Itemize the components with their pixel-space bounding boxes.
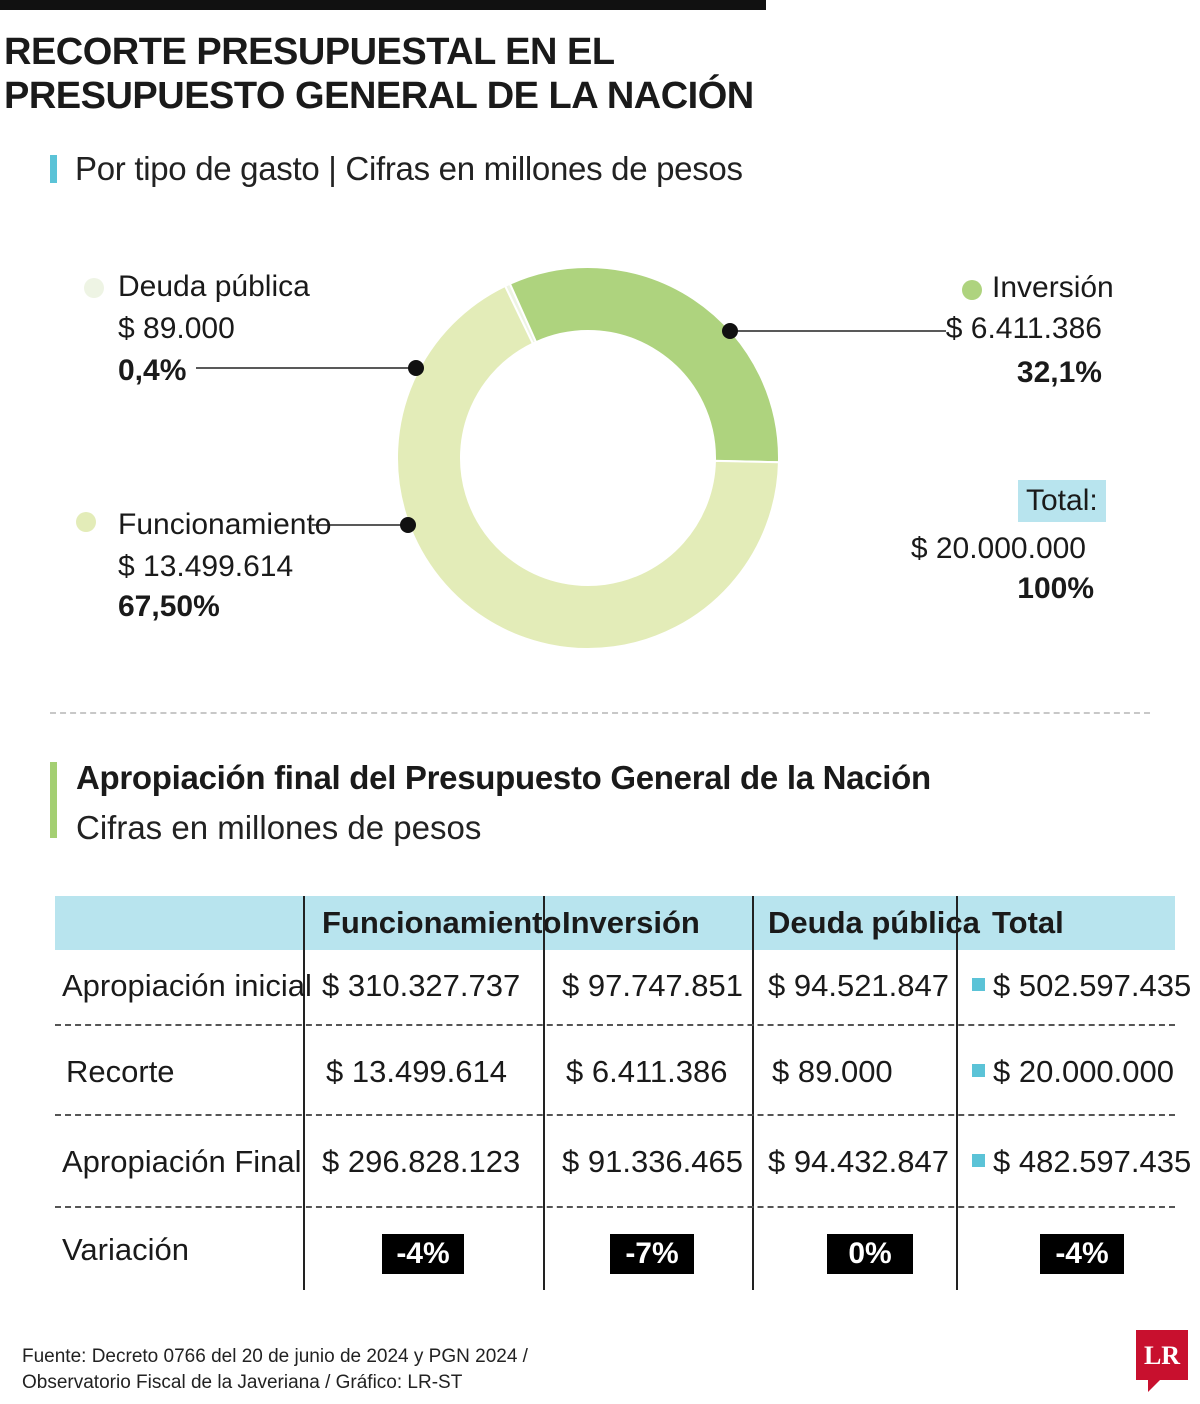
chart-title: RECORTE PRESUPUESTAL EN EL PRESUPUESTO G… [4,30,904,118]
donut-slice-inversi-n [508,266,780,464]
table-cell: $ 296.828.123 [322,1144,521,1179]
legend-value-deuda: $ 89.000 [118,312,235,345]
donut-slice-funcionamiento [396,284,780,650]
square-bullet-icon [972,978,985,992]
row-label-apropiacion-final: Apropiación Final [62,1144,302,1179]
total-pct: 100% [1017,572,1094,605]
table-cell: $ 94.521.847 [768,968,950,1003]
total-value-text: $ 482.597.435 [993,1144,1192,1179]
leader-dot-funcionamiento [400,517,416,533]
legend-pct-funcionamiento: 67,50% [118,590,220,623]
source-line-1: Fuente: Decreto 0766 del 20 de junio de … [22,1346,528,1367]
leader-dot-inversion [722,323,738,339]
donut-slices [396,266,780,650]
square-bullet-icon [972,1064,985,1078]
chart-subtitle: Por tipo de gasto | Cifras en millones d… [50,150,743,187]
row-separator [55,1206,1175,1208]
legend-pct-deuda: 0,4% [118,354,187,387]
row-separator [55,1024,1175,1026]
column-header-deuda: Deuda pública [768,905,980,940]
row-label-recorte: Recorte [66,1054,175,1089]
row-label-apropiacion-inicial: Apropiación inicial [62,968,312,1003]
variation-badge: -7% [610,1234,694,1274]
table-cell: $ 13.499.614 [326,1054,508,1089]
column-header-inversion: Inversión [562,905,700,940]
column-header-funcionamiento: Funcionamiento [322,905,562,940]
legend-label-deuda: Deuda pública [118,270,310,303]
column-divider [303,896,305,1290]
lr-logo: LR [1136,1330,1188,1392]
table-cell: $ 6.411.386 [566,1054,728,1089]
table-header-row [55,896,1175,950]
leader-lines [196,323,946,533]
legend-label-funcionamiento: Funcionamiento [118,508,332,541]
legend-label-inversion: Inversión [992,271,1114,304]
source-line-2: Observatorio Fiscal de la Javeriana / Gr… [22,1372,463,1393]
donut-chart [196,266,946,650]
legend-pct-inversion: 32,1% [1016,356,1102,389]
subtitle-text: Por tipo de gasto | Cifras en millones d… [75,150,743,187]
column-divider [543,896,545,1290]
variation-badge: -4% [382,1234,464,1274]
legend-swatch-funcionamiento [76,512,96,532]
title-line-1: RECORTE PRESUPUESTAL EN EL [4,31,615,73]
total-value-text: $ 20.000.000 [993,1054,1175,1089]
total-value: $ 20.000.000 [910,532,1086,565]
leader-dot-deuda [408,360,424,376]
variation-badge: 0% [827,1234,913,1274]
square-bullet-icon [972,1154,985,1168]
logo-text: LR [1144,1341,1180,1370]
legend-value-funcionamiento: $ 13.499.614 [118,550,294,583]
table-title: Apropiación final del Presupuesto Genera… [76,759,931,796]
column-header-total: Total [992,905,1064,940]
variation-badge: -4% [1040,1234,1124,1274]
total-label: Total: [1018,480,1106,522]
legend-swatch-inversion [962,280,982,300]
title-line-2: PRESUPUESTO GENERAL DE LA NACIÓN [4,75,754,117]
table-cell-total: $ 502.597.435 [972,966,1191,1006]
source-note: Fuente: Decreto 0766 del 20 de junio de … [22,1344,528,1396]
legend-value-inversion: $ 6.411.386 [945,312,1102,345]
top-rule [0,0,766,10]
table-subtitle: Cifras en millones de pesos [76,809,482,846]
table-cell: $ 97.747.851 [562,968,744,1003]
subtitle-accent-bar [50,155,57,183]
total-value-text: $ 502.597.435 [993,968,1192,1003]
column-divider [752,896,754,1290]
table-cell-total: $ 482.597.435 [972,1142,1191,1182]
row-label-variacion: Variación [62,1232,189,1267]
table-cell: $ 91.336.465 [562,1144,744,1179]
table-cell-total: $ 20.000.000 [972,1052,1174,1092]
table-accent-bar [50,762,57,838]
column-divider [956,896,958,1290]
table-cell: $ 89.000 [772,1054,893,1089]
table-cell: $ 94.432.847 [768,1144,950,1179]
section-divider [50,712,1150,714]
row-separator [55,1114,1175,1116]
table-cell: $ 310.327.737 [322,968,521,1003]
legend-swatch-deuda [84,278,104,298]
